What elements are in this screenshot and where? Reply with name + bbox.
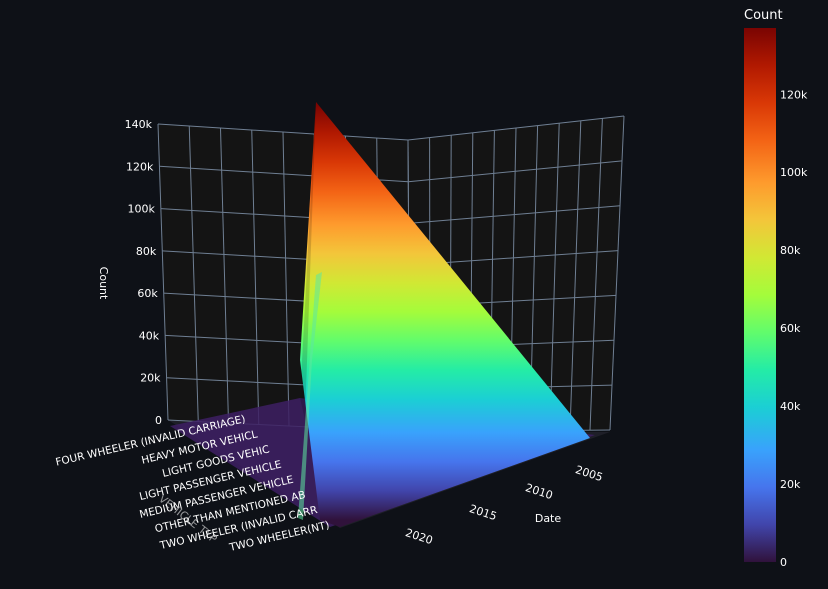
z-tick-label: 80k bbox=[136, 245, 157, 258]
colorbar-ticks: 0 20k 40k 60k 80k 100k 120k bbox=[780, 88, 808, 569]
colorbar-tick-label: 0 bbox=[780, 556, 787, 569]
x-gridline-vertical bbox=[569, 120, 582, 431]
x-axis-title: Date bbox=[535, 512, 562, 525]
y-gridline-vertical bbox=[220, 127, 229, 424]
colorbar-tick-label: 20k bbox=[780, 478, 801, 491]
z-axis-title: Count bbox=[97, 267, 110, 300]
colorbar bbox=[744, 28, 776, 562]
z-tick-label: 0 bbox=[155, 414, 162, 427]
z-tick-label: 140k bbox=[125, 118, 153, 131]
x-tick-label: 2015 bbox=[468, 502, 499, 523]
z-tick-label: 40k bbox=[139, 329, 160, 342]
y-gridline-vertical bbox=[251, 129, 260, 425]
surface-ridge bbox=[300, 102, 590, 527]
colorbar-tick-label: 40k bbox=[780, 400, 801, 413]
z-tick-label: 60k bbox=[137, 287, 158, 300]
z-tick-label: 100k bbox=[127, 203, 155, 216]
x-tick-label: 2020 bbox=[404, 526, 435, 547]
surface-left-fold bbox=[298, 272, 322, 520]
colorbar-tick-label: 80k bbox=[780, 244, 801, 257]
surface-plot bbox=[170, 102, 595, 527]
y-gridline-vertical bbox=[282, 131, 290, 427]
x-gridline-vertical bbox=[549, 123, 560, 431]
x-tick-label: 2005 bbox=[574, 463, 605, 484]
colorbar-tick-label: 120k bbox=[780, 88, 808, 101]
colorbar-tick-label: 60k bbox=[780, 322, 801, 335]
z-axis-ticks: 0 20k 40k 60k 80k 100k 120k 140k bbox=[125, 118, 162, 427]
y-gridline-vertical bbox=[188, 125, 199, 422]
surface-shadow bbox=[300, 102, 316, 420]
x-gridline-vertical bbox=[609, 115, 625, 431]
colorbar-tick-label: 100k bbox=[780, 166, 808, 179]
colorbar-title: Count bbox=[744, 8, 783, 23]
z-tick-label: 120k bbox=[126, 160, 154, 173]
y-gridline-vertical bbox=[157, 123, 169, 421]
z-gridline-right bbox=[407, 115, 625, 141]
z-tick-label: 20k bbox=[140, 372, 161, 385]
x-tick-label: 2010 bbox=[524, 481, 555, 502]
x-gridline-vertical bbox=[589, 118, 603, 431]
